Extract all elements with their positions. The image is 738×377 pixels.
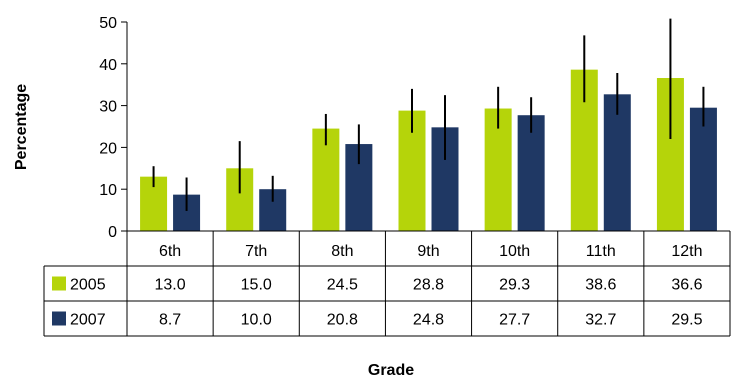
- bar-2005-8th: [312, 128, 340, 231]
- table-cell-2007-11th: 32.7: [585, 312, 616, 329]
- table-cell-2007-7th: 10.0: [241, 312, 272, 329]
- table-cell-2007-12th: 29.5: [671, 312, 702, 329]
- legend-label-2005: 2005: [70, 277, 106, 294]
- legend-label-2007: 2007: [70, 312, 106, 329]
- y-tick-label-20: 20: [99, 140, 117, 157]
- bars-layer: [140, 69, 717, 232]
- table-cell-2005-6th: 13.0: [155, 277, 186, 294]
- table-cell-2007-8th: 20.8: [327, 312, 358, 329]
- table-cell-2005-10th: 29.3: [499, 277, 530, 294]
- legend-swatch-2005: [52, 276, 66, 291]
- data-table: 2005 13.0 15.0 24.5 28.8 29.3 38.6 36.6 2007 8.7 1…: [43, 231, 731, 337]
- legend-swatch-2007: [52, 311, 66, 326]
- table-cell-2005-8th: 24.5: [327, 277, 358, 294]
- table-cell-2007-9th: 24.8: [413, 312, 444, 329]
- bar-2007-10th: [517, 115, 545, 231]
- y-tick-label-40: 40: [99, 57, 117, 74]
- bar-2007-11th: [603, 94, 631, 232]
- table-cell-2007-10th: 27.7: [499, 312, 530, 329]
- x-tick-label-9th: 9th: [417, 243, 439, 260]
- x-axis-title: Grade: [368, 362, 414, 377]
- y-tick-label-30: 30: [99, 99, 117, 116]
- table-cell-2005-7th: 15.0: [241, 277, 272, 294]
- y-tick-label-0: 0: [108, 224, 117, 241]
- error-bars-layer: [152, 18, 705, 211]
- x-tick-label-11th: 11th: [586, 243, 616, 260]
- table-cell-2005-11th: 38.6: [585, 277, 616, 294]
- axes-layer: 0 10 20 30 40 50 6th 7th 8th 9th 10th 11th 12th: [99, 15, 730, 336]
- x-tick-label-12th: 12th: [671, 243, 702, 260]
- x-tick-label-10th: 10th: [499, 243, 530, 260]
- y-tick-label-10: 10: [99, 182, 117, 199]
- x-tick-label-6th: 6th: [159, 243, 181, 260]
- table-cell-2007-6th: 8.7: [159, 312, 181, 329]
- bar-2007-12th: [689, 107, 717, 231]
- table-cell-2005-9th: 28.8: [413, 277, 444, 294]
- y-axis-title: Percentage: [13, 84, 30, 170]
- table-cell-2005-12th: 36.6: [671, 277, 702, 294]
- x-tick-label-8th: 8th: [331, 243, 353, 260]
- y-tick-label-50: 50: [99, 15, 117, 32]
- bar-2005-10th: [484, 108, 512, 231]
- x-tick-label-7th: 7th: [245, 243, 267, 260]
